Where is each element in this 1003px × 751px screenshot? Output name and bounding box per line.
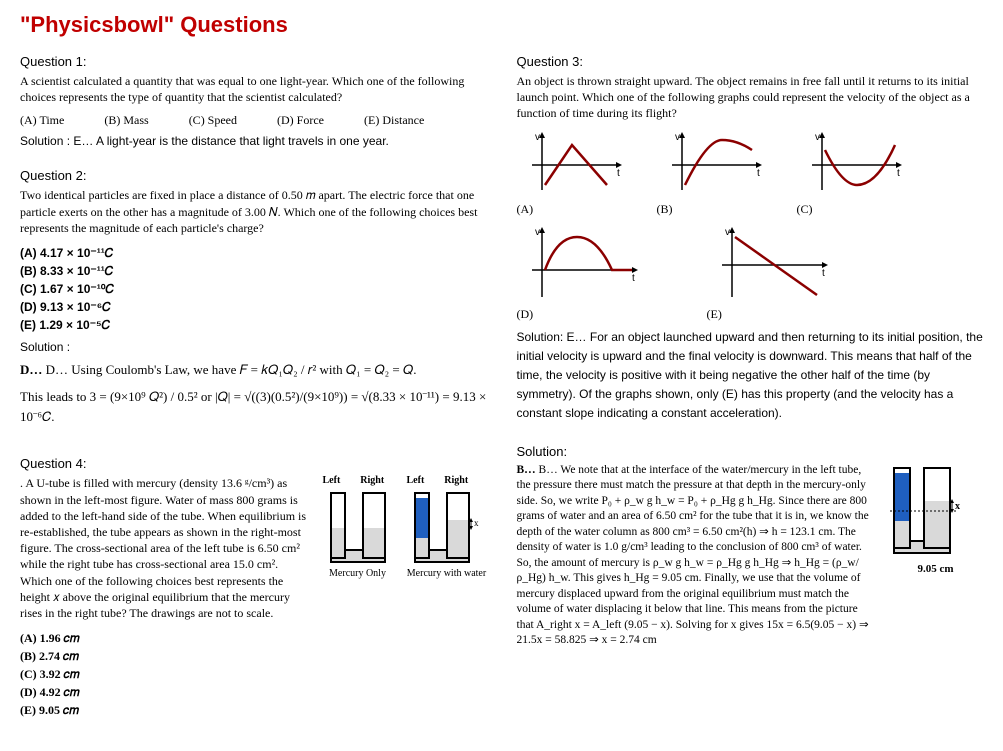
q4-choice-a: (A) 1.96 𝑐𝑚 [20, 629, 309, 647]
graph-d: v t (D) [517, 225, 647, 322]
question-1: Question 1: A scientist calculated a qua… [20, 54, 487, 148]
fig-mw-caption: Mercury with water [407, 568, 487, 579]
fig-left-label-2: Left [407, 475, 425, 486]
q4-text: . A U-tube is filled with mercury (densi… [20, 475, 309, 621]
q4-text-body: A U-tube is filled with mercury (density… [20, 476, 306, 620]
q4-choice-d: (D) 4.92 𝑐𝑚 [20, 683, 309, 701]
utube-svg-3: x [888, 463, 983, 563]
graph-a-svg: v t [517, 130, 627, 200]
q2-solution-label: Solution : [20, 340, 487, 354]
right-column: Question 3: An object is thrown straight… [517, 54, 984, 739]
q1-choices: (A) Time (B) Mass (C) Speed (D) Force (E… [20, 113, 487, 128]
utube-mercury-only: Left Right Mercury Only [323, 475, 393, 579]
q2-choice-b: (B) 8.33 × 10⁻¹¹𝐶 [20, 262, 487, 280]
graph-d-label: (D) [517, 307, 647, 322]
q4-solution-text: B… B… We note that at the interface of t… [517, 463, 877, 649]
q3-label: Question 3: [517, 54, 984, 69]
q3-text: An object is thrown straight upward. The… [517, 73, 984, 122]
svg-text:t: t [617, 168, 620, 179]
fig-left-label: Left [323, 475, 341, 486]
q1-choice-a: (A) Time [20, 113, 64, 128]
graph-a: v t (A) [517, 130, 627, 217]
svg-text:v: v [535, 227, 540, 238]
graph-d-svg: v t [517, 225, 647, 305]
svg-text:t: t [757, 168, 760, 179]
q2-choice-c: (C) 1.67 × 10⁻¹⁰𝐶 [20, 280, 487, 298]
q4-solution-figure: x 9.05 cm [888, 463, 983, 575]
question-2: Question 2: Two identical particles are … [20, 168, 487, 426]
q1-choice-e: (E) Distance [364, 113, 424, 128]
svg-text:t: t [632, 273, 635, 284]
svg-text:t: t [822, 268, 825, 279]
q4-choices: (A) 1.96 𝑐𝑚 (B) 2.74 𝑐𝑚 (C) 3.92 𝑐𝑚 (D) … [20, 629, 309, 719]
graph-b: v t (B) [657, 130, 767, 217]
q4-sol-label: Solution: [517, 444, 984, 459]
q2-choices: (A) 4.17 × 10⁻¹¹𝐶 (B) 8.33 × 10⁻¹¹𝐶 (C) … [20, 244, 487, 334]
q2-solution-line1: D… D… Using Coulomb's Law, we have 𝐹 = 𝑘… [20, 360, 487, 380]
svg-text:x: x [474, 518, 479, 528]
svg-text:t: t [897, 168, 900, 179]
q1-solution: Solution : E… A light-year is the distan… [20, 134, 487, 148]
q4-measure-label: 9.05 cm [888, 563, 983, 575]
q3-solution: Solution: E… For an object launched upwa… [517, 328, 984, 424]
question-3: Question 3: An object is thrown straight… [517, 54, 984, 424]
graph-c-label: (C) [797, 202, 907, 217]
q2-solution-line2: This leads to 3 = (9×10⁹ 𝑄²) / 0.5² or |… [20, 387, 487, 426]
q1-text: A scientist calculated a quantity that w… [20, 73, 487, 105]
svg-text:x: x [955, 501, 960, 512]
utube-mercury-water: Left Right [407, 475, 487, 579]
two-column-layout: Question 1: A scientist calculated a qua… [20, 54, 983, 739]
question-4: Question 4: . A U-tube is filled with me… [20, 456, 487, 719]
graph-c: v t (C) [797, 130, 907, 217]
q4-figures: Left Right Mercury Only [323, 475, 487, 579]
svg-text:v: v [815, 132, 820, 143]
svg-text:v: v [725, 227, 730, 238]
svg-text:v: v [675, 132, 680, 143]
q4-choice-e: (E) 9.05 𝑐𝑚 [20, 701, 309, 719]
page-title: "Physicsbowl" Questions [20, 12, 983, 38]
graph-c-svg: v t [797, 130, 907, 200]
q1-choice-b: (B) Mass [104, 113, 148, 128]
q4-label: Question 4: [20, 456, 487, 471]
q2-sol-l1: D… Using Coulomb's Law, we have 𝐹 = 𝑘𝑄₁𝑄… [46, 362, 417, 377]
fig-right-label: Right [360, 475, 384, 486]
q3-graphs-row2: v t (D) v t [517, 225, 984, 322]
graph-a-label: (A) [517, 202, 627, 217]
graph-e-label: (E) [707, 307, 837, 322]
q1-label: Question 1: [20, 54, 487, 69]
q4-solution-body: B… We note that at the interface of the … [517, 464, 869, 647]
svg-text:v: v [535, 132, 540, 143]
graph-e-svg: v t [707, 225, 837, 305]
graph-b-label: (B) [657, 202, 767, 217]
q2-choice-a: (A) 4.17 × 10⁻¹¹𝐶 [20, 244, 487, 262]
q4-choice-c: (C) 3.92 𝑐𝑚 [20, 665, 309, 683]
fig-mo-caption: Mercury Only [323, 568, 393, 579]
q3-graphs-row1: v t (A) v t [517, 130, 984, 217]
q2-text: Two identical particles are fixed in pla… [20, 187, 487, 236]
q4-choice-b: (B) 2.74 𝑐𝑚 [20, 647, 309, 665]
graph-e: v t (E) [707, 225, 837, 322]
q2-label: Question 2: [20, 168, 487, 183]
q2-choice-d: (D) 9.13 × 10⁻⁶𝐶 [20, 298, 487, 316]
utube-svg-2: x [407, 488, 487, 568]
fig-right-label-2: Right [444, 475, 468, 486]
left-column: Question 1: A scientist calculated a qua… [20, 54, 487, 739]
q4-solution-block: Solution: B… B… We note that at the inte… [517, 444, 984, 649]
q1-choice-d: (D) Force [277, 113, 324, 128]
graph-b-svg: v t [657, 130, 767, 200]
q1-choice-c: (C) Speed [189, 113, 237, 128]
q2-choice-e: (E) 1.29 × 10⁻⁵𝐶 [20, 316, 487, 334]
utube-svg-1 [323, 488, 393, 568]
